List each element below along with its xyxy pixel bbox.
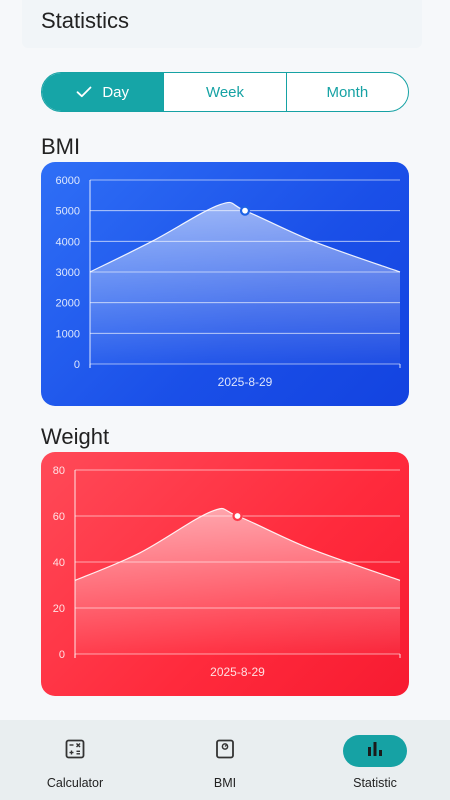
bmi-chart: 0 1000 2000 3000 4000 5000 6000 2025-8-29: [56, 175, 401, 389]
y-tick-label: 6000: [56, 175, 80, 187]
nav-pill-statistic: [343, 735, 407, 767]
y-tick-label: 5000: [56, 206, 80, 218]
nav-label-statistic: Statistic: [353, 776, 397, 790]
y-tick-label: 2000: [56, 298, 80, 310]
nav-item-statistic[interactable]: Statistic: [300, 720, 450, 800]
bottom-navigation: Calculator BMI Statistic: [0, 720, 450, 800]
y-tick-label: 3000: [56, 267, 80, 279]
calculator-icon: [65, 739, 85, 764]
data-point: [232, 510, 243, 522]
page-title: Statistics: [41, 8, 130, 33]
weight-chart-card: 0 20 40 60 80 2025-8-29: [41, 452, 409, 696]
data-point: [239, 205, 251, 216]
y-tick-label: 60: [53, 511, 65, 523]
series-line: [89, 201, 401, 273]
bar-chart-icon: [366, 741, 384, 762]
nav-label-calculator: Calculator: [46, 776, 104, 790]
nav-item-bmi[interactable]: BMI: [150, 720, 300, 800]
bmi-section-title: BMI: [41, 134, 81, 159]
tab-month[interactable]: Month: [285, 73, 408, 111]
nav-label-bmi: BMI: [213, 776, 237, 790]
y-tick-label: 0: [74, 359, 80, 371]
tab-month-label: Month: [326, 83, 369, 101]
nav-pill-bmi: [193, 735, 257, 767]
series-line: [74, 507, 401, 581]
series-area: [90, 202, 400, 364]
series-area: [75, 508, 400, 654]
nav-item-calculator[interactable]: Calculator: [0, 720, 150, 800]
y-tick-label: 40: [53, 557, 65, 569]
weight-chart: 0 20 40 60 80 2025-8-29: [53, 465, 401, 679]
y-tick-label: 80: [53, 465, 65, 477]
y-tick-label: 20: [53, 603, 65, 615]
check-icon: [76, 86, 92, 98]
y-tick-label: 0: [59, 649, 65, 661]
scale-icon: [215, 739, 235, 764]
bmi-chart-card: 0 1000 2000 3000 4000 5000 6000 2025-8-29: [41, 162, 409, 406]
period-segmented-control: Day Week Month: [41, 72, 409, 112]
y-tick-label: 4000: [56, 236, 80, 248]
x-tick-label: 2025-8-29: [210, 665, 265, 679]
tab-week-label: Week: [205, 83, 245, 101]
tab-day[interactable]: Day: [42, 73, 164, 111]
tab-week[interactable]: Week: [163, 73, 285, 111]
weight-section-title: Weight: [41, 424, 110, 449]
nav-pill-calculator: [43, 735, 107, 767]
x-tick-label: 2025-8-29: [218, 375, 273, 389]
tab-day-label: Day: [102, 83, 129, 101]
y-tick-label: 1000: [56, 328, 80, 340]
header-bar: [22, 0, 422, 48]
